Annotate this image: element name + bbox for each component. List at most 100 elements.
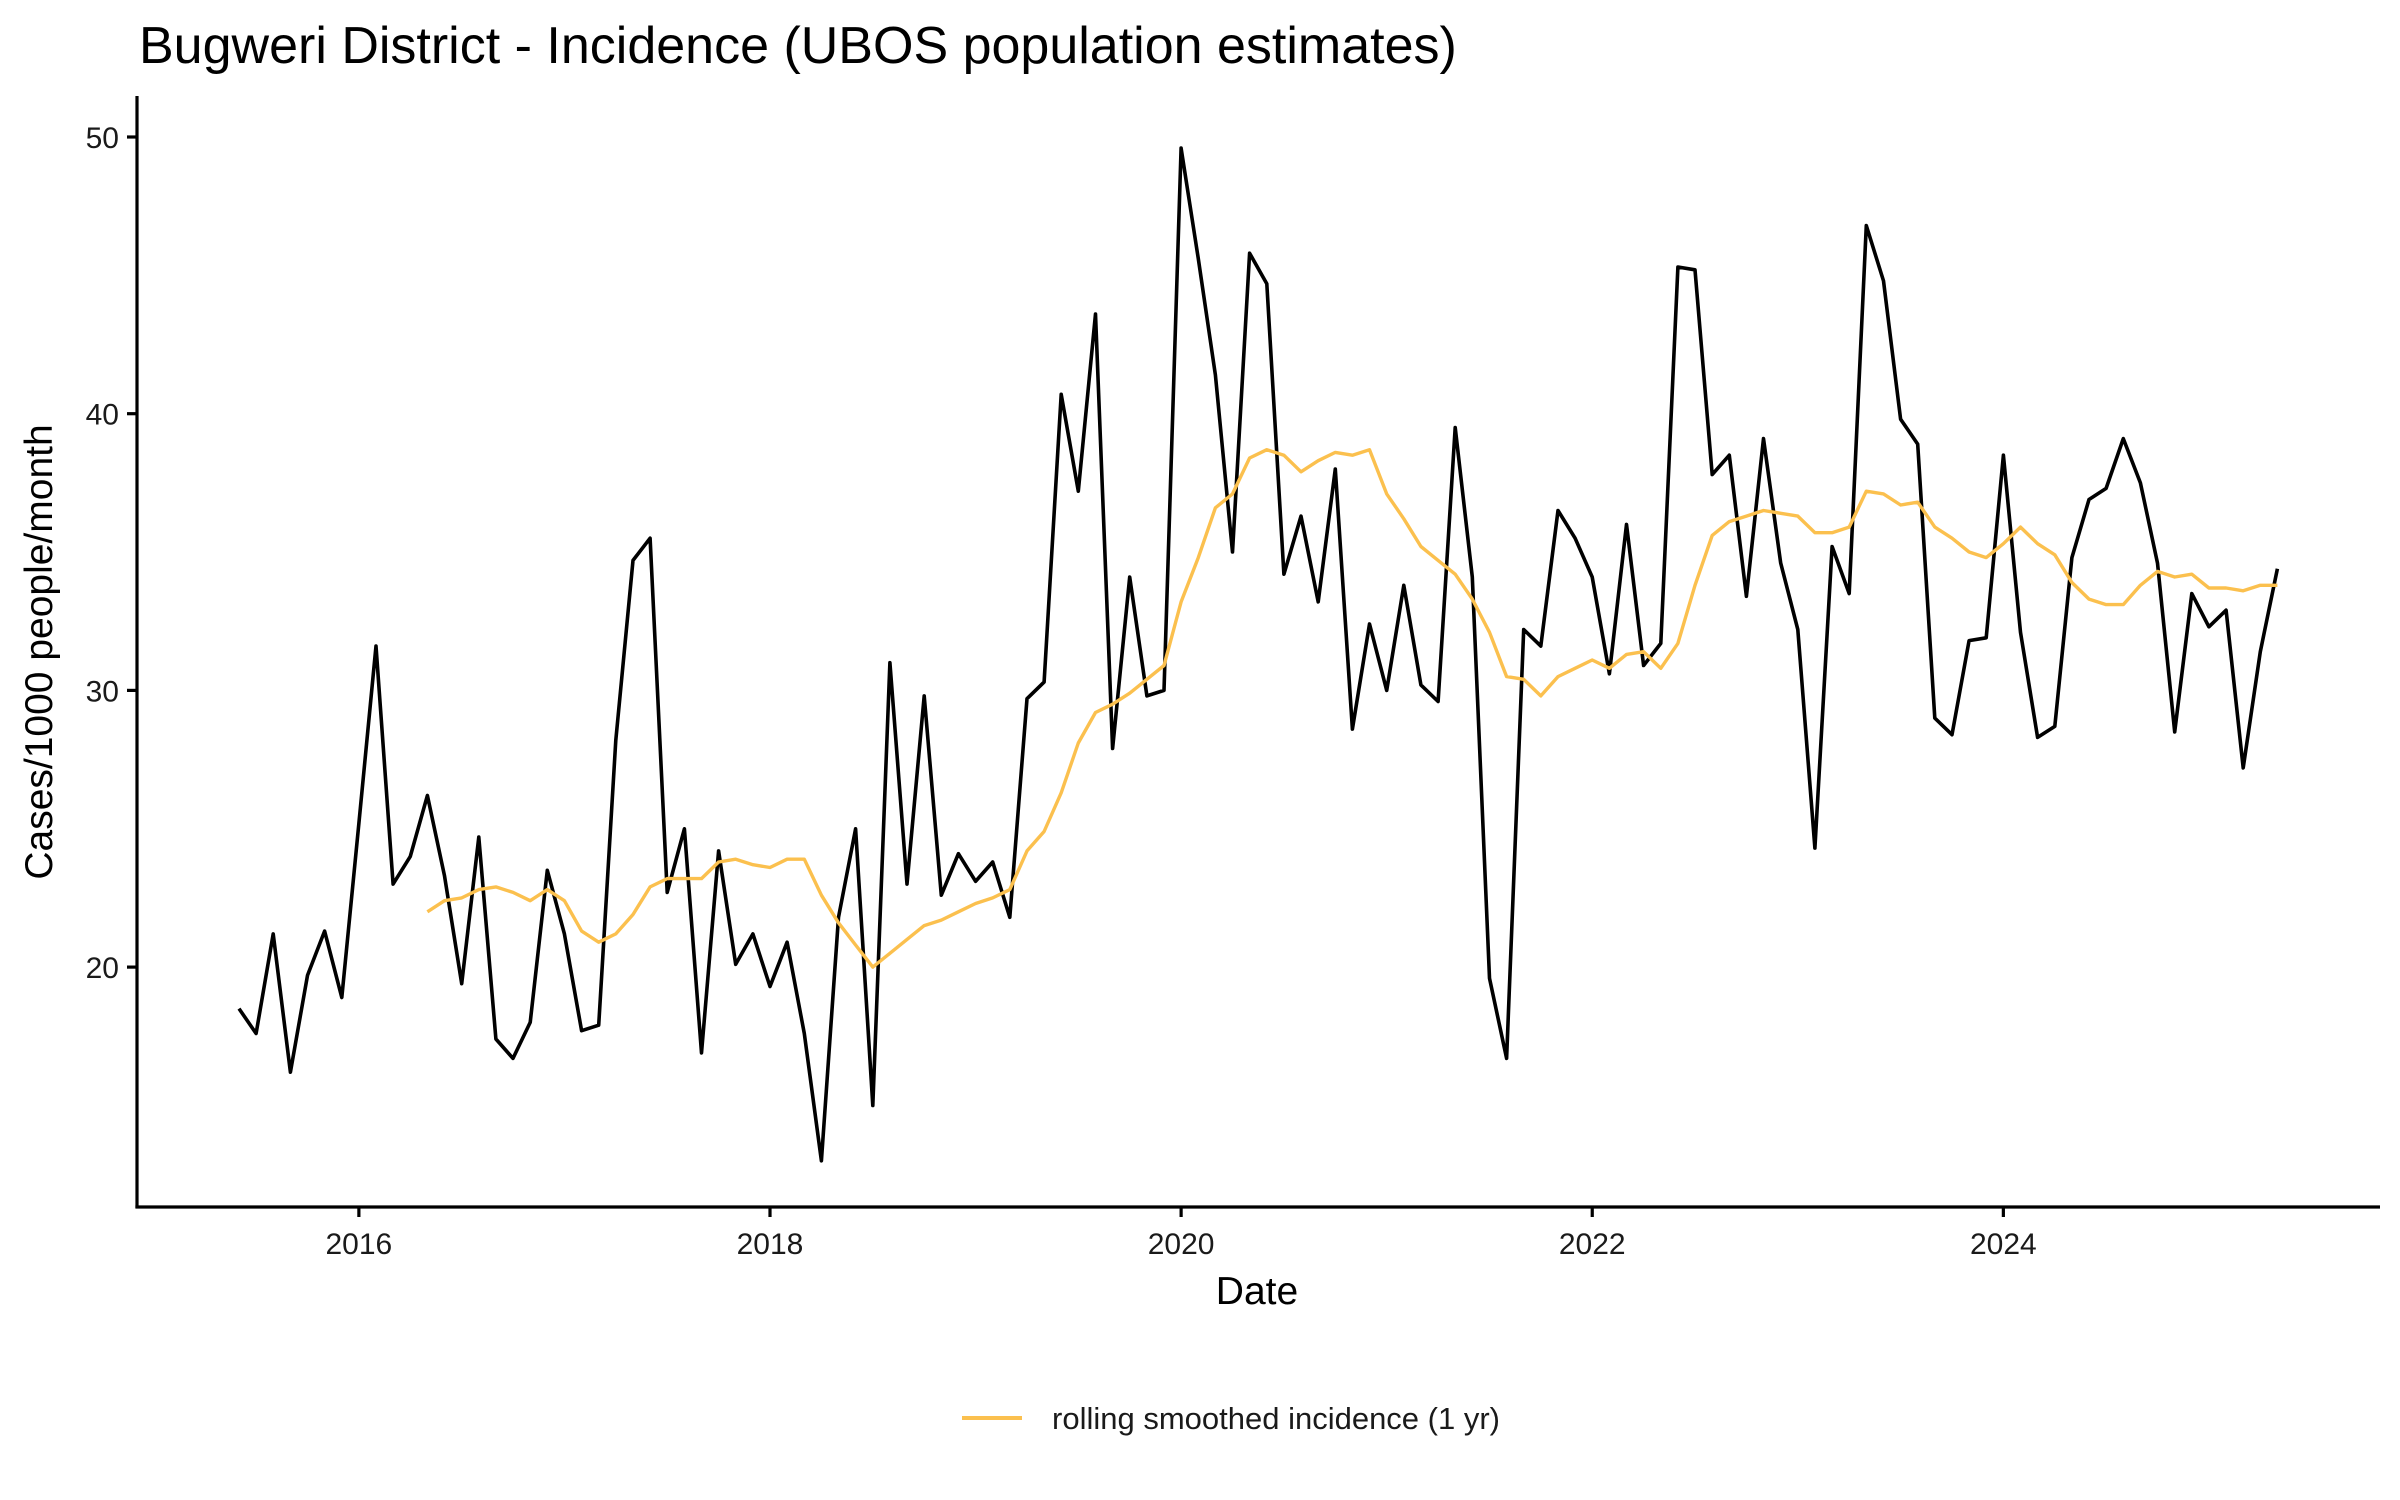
incidence-data-point <box>1042 680 1046 684</box>
rolling-data-point <box>991 896 995 900</box>
incidence-data-point <box>1213 373 1217 377</box>
rolling-data-point <box>1299 470 1303 474</box>
rolling-data-point <box>1573 666 1577 670</box>
incidence-data-point <box>991 860 995 864</box>
rolling-data-point <box>1779 511 1783 515</box>
rolling-data-point <box>1350 453 1354 457</box>
incidence-data-point <box>254 1032 258 1036</box>
rolling-data-point <box>597 940 601 944</box>
rolling-data-point <box>1436 558 1440 562</box>
incidence-data-point <box>2001 453 2005 457</box>
incidence-data-point <box>2138 481 2142 485</box>
incidence-data-point <box>854 827 858 831</box>
rolling-data-point <box>443 899 447 903</box>
rolling-data-point <box>1813 531 1817 535</box>
incidence-data-point <box>1590 575 1594 579</box>
rolling-data-point <box>1282 453 1286 457</box>
rolling-data-point <box>1453 572 1457 576</box>
incidence-data-point <box>1710 473 1714 477</box>
rolling-data-point <box>2104 603 2108 607</box>
rolling-data-point <box>528 899 532 903</box>
incidence-data-point <box>271 932 275 936</box>
rolling-data-point <box>939 918 943 922</box>
incidence-data-point <box>1607 672 1611 676</box>
incidence-data-point <box>1111 747 1115 751</box>
incidence-data-point <box>922 694 926 698</box>
incidence-data-point <box>1505 1056 1509 1060</box>
rolling-data-point <box>545 888 549 892</box>
incidence-data-point <box>545 868 549 872</box>
x-tick-label: 2016 <box>326 1228 393 1261</box>
rolling-data-point <box>2087 597 2091 601</box>
incidence-data-point <box>1196 257 1200 261</box>
rolling-data-point <box>888 951 892 955</box>
rolling-data-point <box>1899 503 1903 507</box>
rolling-data-point <box>1487 630 1491 634</box>
incidence-data-point <box>511 1056 515 1060</box>
rolling-data-point <box>2173 575 2177 579</box>
rolling-data-point <box>1967 550 1971 554</box>
incidence-data-point <box>665 890 669 894</box>
y-axis-title: Cases/1000 people/month <box>18 424 61 879</box>
rolling-data-point <box>1762 509 1766 513</box>
incidence-data-point <box>408 854 412 858</box>
x-tick-label: 2020 <box>1148 1228 1215 1261</box>
rolling-data-point <box>1162 663 1166 667</box>
incidence-data-point <box>340 996 344 1000</box>
chart-title: Bugweri District - Incidence (UBOS popul… <box>139 17 1457 75</box>
incidence-data-point <box>1248 251 1252 255</box>
incidence-data-point <box>1179 146 1183 150</box>
rolling-data-point <box>1642 650 1646 654</box>
incidence-data-point <box>1265 282 1269 286</box>
rolling-data-point <box>562 899 566 903</box>
rolling-data-point <box>682 877 686 881</box>
incidence-data-point <box>1076 489 1080 493</box>
rolling-data-point <box>699 877 703 881</box>
incidence-data-point <box>2190 592 2194 596</box>
rolling-data-point <box>1830 531 1834 535</box>
rolling-data-point <box>1744 514 1748 518</box>
rolling-data-point <box>802 857 806 861</box>
rolling-data-point <box>2275 583 2279 587</box>
incidence-data-point <box>1693 268 1697 272</box>
rolling-data-point <box>922 924 926 928</box>
incidence-data-point <box>562 932 566 936</box>
rolling-data-point <box>1128 691 1132 695</box>
rolling-data-point <box>2018 525 2022 529</box>
rolling-data-point <box>631 913 635 917</box>
incidence-data-point <box>682 827 686 831</box>
rolling-data-point <box>1111 702 1115 706</box>
incidence-data-point <box>2104 486 2108 490</box>
rolling-data-point <box>1402 517 1406 521</box>
legend: rolling smoothed incidence (1 yr) <box>962 1401 1500 1436</box>
incidence-data-point <box>1008 915 1012 919</box>
series-line-incidence <box>237 146 2280 1163</box>
incidence-data-point <box>1864 224 1868 228</box>
incidence-data-point <box>1659 641 1663 645</box>
y-axis-ticks: 20 30 40 50 <box>86 122 137 985</box>
incidence-data-point <box>443 874 447 878</box>
rolling-data-point <box>1470 597 1474 601</box>
incidence-data-point <box>494 1037 498 1041</box>
rolling-data-point <box>1093 711 1097 715</box>
x-tick-label: 2024 <box>1970 1228 2037 1261</box>
incidence-data-point <box>1625 522 1629 526</box>
plot-area: 20 30 40 50 2016 2018 2020 2022 2024 <box>86 96 2380 1261</box>
x-tick-label: 2022 <box>1559 1228 1626 1261</box>
rolling-data-point <box>2190 572 2194 576</box>
incidence-data-point <box>1402 583 1406 587</box>
incidence-data-point <box>1128 575 1132 579</box>
rolling-data-point <box>1042 830 1046 834</box>
rolling-data-point <box>717 860 721 864</box>
rolling-data-point <box>871 965 875 969</box>
incidence-data-point <box>819 1159 823 1163</box>
rolling-data-point <box>1710 533 1714 537</box>
incidence-data-point <box>1350 727 1354 731</box>
rolling-data-point <box>1505 675 1509 679</box>
incidence-data-point <box>785 940 789 944</box>
legend-label-rolling: rolling smoothed incidence (1 yr) <box>1052 1401 1500 1436</box>
incidence-data-point <box>1744 594 1748 598</box>
rolling-data-point <box>614 932 618 936</box>
rolling-data-point <box>1059 791 1063 795</box>
